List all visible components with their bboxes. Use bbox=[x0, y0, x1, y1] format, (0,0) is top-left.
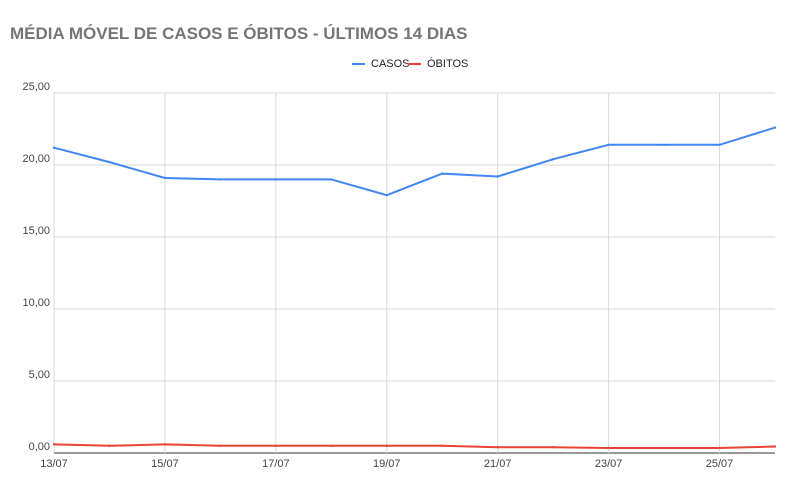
y-tick-label: 10,00 bbox=[22, 297, 50, 309]
y-tick-label: 25,00 bbox=[22, 81, 50, 93]
data-point-obitos bbox=[330, 444, 333, 447]
series-line-obitos bbox=[53, 443, 776, 449]
data-point-obitos bbox=[441, 444, 444, 447]
x-tick-label: 15/07 bbox=[151, 458, 179, 470]
x-tick-label: 17/07 bbox=[262, 458, 290, 470]
data-point-obitos bbox=[496, 446, 499, 449]
x-tick-label: 25/07 bbox=[706, 458, 734, 470]
chart-title: MÉDIA MÓVEL DE CASOS E ÓBITOS - ÚLTIMOS … bbox=[10, 24, 468, 43]
data-point-casos bbox=[219, 178, 222, 181]
y-tick-label: 5,00 bbox=[29, 369, 50, 381]
data-point-obitos bbox=[108, 444, 111, 447]
legend-label-casos: CASOS bbox=[371, 58, 410, 70]
data-point-casos bbox=[441, 172, 444, 175]
legend-swatch-casos bbox=[352, 63, 365, 65]
legend: CASOS ÓBITOS bbox=[0, 58, 800, 74]
data-point-obitos bbox=[52, 443, 56, 446]
x-tick-label: 23/07 bbox=[595, 458, 623, 470]
data-point-casos bbox=[108, 160, 111, 164]
legend-label-obitos: ÓBITOS bbox=[427, 58, 469, 70]
data-point-casos bbox=[496, 175, 499, 178]
data-point-obitos bbox=[773, 445, 777, 448]
x-tick-label: 13/07 bbox=[40, 458, 68, 470]
legend-swatch-obitos bbox=[408, 63, 421, 65]
data-point-casos bbox=[551, 158, 555, 161]
legend-item-obitos: ÓBITOS bbox=[408, 58, 468, 70]
data-point-casos bbox=[385, 194, 388, 197]
data-point-casos bbox=[52, 146, 56, 149]
data-point-obitos bbox=[219, 444, 222, 447]
data-point-obitos bbox=[607, 446, 610, 450]
x-tick-label: 19/07 bbox=[373, 458, 401, 470]
x-tick-label: 21/07 bbox=[484, 458, 512, 470]
data-point-obitos bbox=[662, 446, 666, 450]
data-point-casos bbox=[773, 126, 777, 129]
y-tick-label: 15,00 bbox=[22, 225, 50, 237]
data-point-obitos bbox=[551, 446, 555, 449]
data-point-obitos bbox=[163, 443, 167, 446]
data-point-obitos bbox=[718, 446, 721, 450]
y-tick-label: 20,00 bbox=[22, 153, 50, 165]
data-point-obitos bbox=[274, 444, 278, 447]
data-point-casos bbox=[330, 178, 333, 181]
series-line-casos bbox=[53, 126, 776, 197]
data-point-casos bbox=[718, 143, 721, 147]
legend-item-casos: CASOS bbox=[352, 58, 410, 70]
data-point-casos bbox=[607, 143, 610, 147]
data-point-casos bbox=[163, 176, 167, 180]
data-point-obitos bbox=[385, 444, 388, 447]
data-point-casos bbox=[662, 143, 666, 147]
y-tick-label: 0,00 bbox=[29, 441, 50, 453]
data-point-casos bbox=[274, 178, 278, 181]
